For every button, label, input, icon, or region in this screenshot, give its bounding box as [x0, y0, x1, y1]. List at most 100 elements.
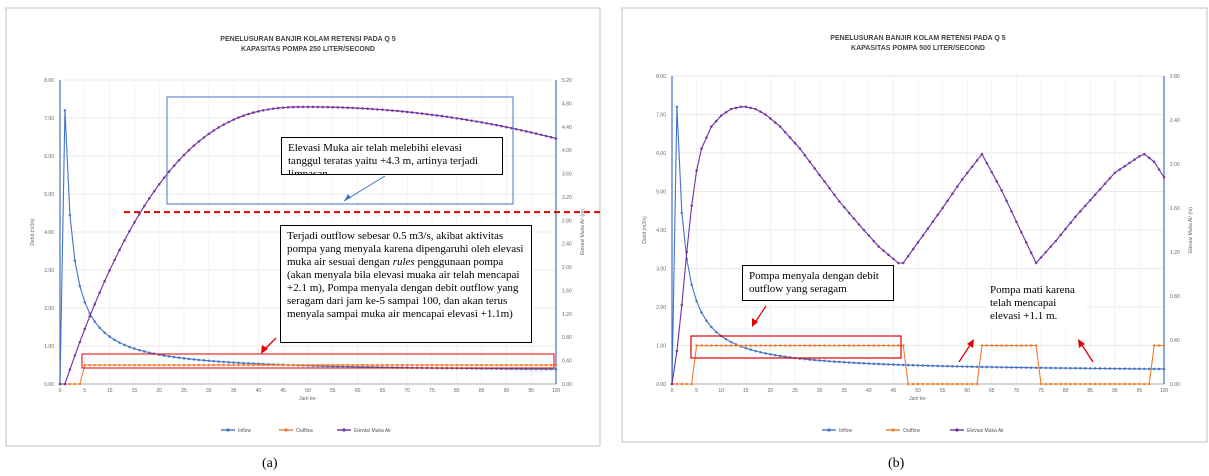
series-point	[710, 125, 713, 128]
series-point	[356, 365, 359, 369]
series-point	[267, 363, 270, 367]
series-point	[123, 363, 126, 367]
x-tick-label: 75	[429, 388, 435, 394]
series-point	[1049, 245, 1053, 248]
series-point	[744, 105, 748, 109]
x-tick-label: 40	[256, 388, 262, 394]
series-point	[759, 344, 762, 347]
series-point	[68, 382, 72, 386]
x-tick-label: 20	[768, 388, 774, 394]
series-point	[798, 344, 802, 347]
series-inflow	[670, 105, 1166, 386]
series-point	[729, 340, 733, 344]
annotation-pump-on-arrowhead	[752, 318, 758, 327]
series-point	[965, 171, 969, 175]
legend-label: Outflow	[296, 428, 313, 434]
series-point	[808, 344, 812, 347]
series-point	[281, 106, 285, 109]
series-point	[901, 363, 905, 367]
series-point	[764, 344, 767, 347]
series-point	[415, 111, 419, 115]
series-point	[897, 261, 900, 265]
series-point	[823, 180, 826, 183]
series-elevasi-muka-air	[670, 105, 1166, 386]
chart-title: PENELUSURAN BANJIR KOLAM RETENSI PADA Q …	[220, 36, 396, 43]
y-tick-label: 2.00	[656, 305, 666, 311]
series-point	[818, 173, 821, 177]
series-point	[931, 364, 935, 368]
series-point	[842, 205, 846, 209]
series-point	[837, 200, 841, 203]
y-right-tick-label: 2.40	[1170, 118, 1180, 124]
series-point	[371, 363, 374, 367]
x-tick-label: 50	[305, 388, 311, 394]
series-point	[847, 211, 851, 215]
series-point	[321, 105, 325, 109]
series-point	[73, 354, 77, 357]
x-tick-label: 80	[454, 388, 460, 394]
series-point	[970, 165, 974, 169]
y-tick-label: 3.00	[44, 268, 54, 274]
series-point	[63, 109, 67, 112]
chart-title: PENELUSURAN BANJIR KOLAM RETENSI PADA Q …	[830, 35, 1006, 42]
annotation-outflow: Terjadi outflow sebesar 0.5 m3/s, akibat…	[280, 225, 532, 343]
series-point	[267, 108, 270, 111]
series-point	[946, 364, 949, 368]
y-right-tick-label: 0.00	[562, 382, 572, 388]
series-point	[862, 362, 866, 365]
series-point	[68, 368, 72, 371]
series-point	[118, 363, 121, 367]
series-point	[877, 362, 880, 366]
annotation-pump-off: Pompa mati karena telah mencapai elevasi…	[986, 282, 1086, 328]
annotation-pump-on: Pompa menyala dengan debit outflow yang …	[742, 265, 894, 301]
series-point	[217, 126, 221, 129]
series-point	[778, 344, 782, 347]
series-point	[152, 189, 156, 193]
x-tick-label: 75	[1038, 388, 1044, 394]
series-point	[257, 110, 260, 113]
y-right-tick-label: 1.20	[1170, 250, 1180, 256]
x-tick-label: 55	[940, 388, 946, 394]
series-point	[1113, 382, 1117, 386]
annotation-pump-off-part: Pompa mati karena telah mencapai elevasi…	[990, 284, 1075, 322]
series-point	[351, 106, 354, 110]
series-point	[1083, 367, 1087, 370]
series-point	[1064, 227, 1067, 231]
series-point	[690, 283, 693, 287]
series-point	[926, 364, 930, 367]
series-point	[906, 382, 910, 386]
legend-item: Outflow	[279, 428, 313, 434]
series-point	[415, 363, 419, 367]
legend-item: Elevasi Muka Air	[337, 428, 391, 434]
series-point	[83, 300, 87, 304]
series-point	[1079, 382, 1082, 386]
y-tick-label: 0.00	[656, 382, 666, 388]
series-point	[465, 363, 469, 367]
chart-b-svg: PENELUSURAN BANJIR KOLAM RETENSI PADA Q …	[621, 7, 1208, 443]
series-point	[857, 344, 861, 347]
series-point	[1029, 251, 1033, 255]
series-point	[911, 382, 915, 386]
series-point	[217, 360, 221, 363]
series-point	[98, 326, 101, 330]
series-point	[798, 147, 802, 150]
series-point	[714, 119, 718, 123]
chart-subtitle: KAPASITAS POMPA 250 LITER/SECOND	[241, 46, 375, 53]
series-point	[729, 107, 733, 111]
series-point	[906, 254, 910, 258]
caption-a: (a)	[262, 456, 278, 471]
series-point	[450, 116, 454, 119]
series-point	[361, 363, 364, 367]
y-right-tick-label: 1.60	[562, 288, 572, 294]
series-point	[529, 363, 533, 367]
series-point	[197, 140, 201, 143]
series-point	[485, 363, 488, 367]
y-right-tick-label: 4.80	[562, 101, 572, 107]
series-point	[744, 344, 748, 347]
series-point	[833, 360, 836, 363]
series-point	[808, 160, 812, 164]
series-point	[936, 364, 939, 368]
annotation-outflow-part: Terjadi outflow sebesar 0.5 m3/s, akibat…	[287, 230, 524, 268]
series-point	[1128, 367, 1131, 371]
series-point	[217, 363, 221, 367]
